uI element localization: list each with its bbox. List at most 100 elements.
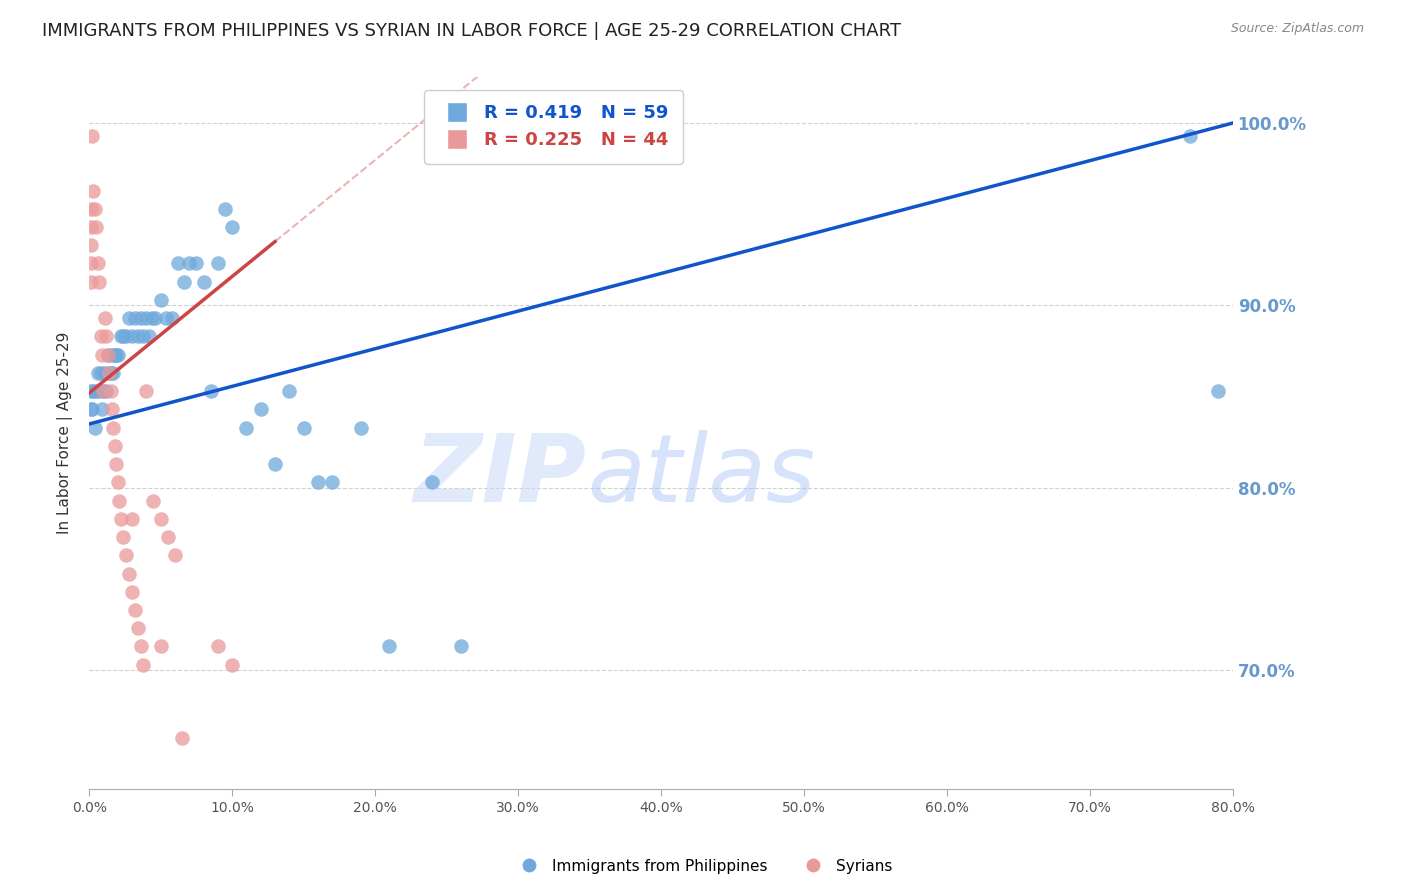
Point [141, 311, 163, 326]
Point [221, 219, 243, 234]
Point [264, 457, 287, 471]
Point [292, 420, 315, 434]
Point [80, 402, 103, 417]
Text: ZIP: ZIP [413, 430, 586, 522]
Point [82, 184, 104, 198]
Point [89, 275, 111, 289]
Point [79, 256, 101, 270]
Point [103, 366, 125, 380]
Point [87, 366, 110, 380]
Legend: R = 0.419   N = 59, R = 0.225   N = 44: R = 0.419 N = 59, R = 0.225 N = 44 [425, 90, 682, 164]
Point [84, 384, 107, 399]
Point [84, 219, 107, 234]
Point [90, 329, 112, 343]
Point [132, 657, 155, 672]
Point [108, 493, 131, 508]
Point [98, 366, 121, 380]
Point [87, 256, 110, 270]
Point [82, 384, 104, 399]
Point [94, 366, 117, 380]
Point [160, 311, 183, 326]
Point [307, 475, 329, 490]
Point [101, 348, 124, 362]
Point [115, 329, 138, 343]
Legend: Immigrants from Philippines, Syrians: Immigrants from Philippines, Syrians [508, 853, 898, 880]
Point [143, 311, 166, 326]
Point [121, 512, 143, 526]
Point [207, 640, 229, 654]
Point [118, 566, 141, 581]
Y-axis label: In Labor Force | Age 25-29: In Labor Force | Age 25-29 [58, 332, 73, 534]
Point [321, 475, 343, 490]
Point [450, 640, 472, 654]
Point [193, 275, 215, 289]
Point [100, 366, 122, 380]
Point [79, 238, 101, 252]
Point [110, 329, 132, 343]
Text: IMMIGRANTS FROM PHILIPPINES VS SYRIAN IN LABOR FORCE | AGE 25-29 CORRELATION CHA: IMMIGRANTS FROM PHILIPPINES VS SYRIAN IN… [42, 22, 901, 40]
Point [112, 530, 135, 544]
Text: Source: ZipAtlas.com: Source: ZipAtlas.com [1230, 22, 1364, 36]
Point [79, 384, 101, 399]
Point [90, 366, 112, 380]
Point [129, 640, 152, 654]
Point [121, 584, 143, 599]
Point [186, 256, 208, 270]
Point [105, 457, 128, 471]
Text: atlas: atlas [586, 430, 815, 521]
Point [156, 530, 179, 544]
Point [170, 731, 193, 745]
Point [112, 329, 135, 343]
Point [1178, 128, 1201, 143]
Point [127, 329, 149, 343]
Point [420, 475, 443, 490]
Point [235, 420, 257, 434]
Point [149, 512, 172, 526]
Point [98, 366, 121, 380]
Point [149, 293, 172, 307]
Point [135, 384, 157, 399]
Point [101, 402, 124, 417]
Point [200, 384, 222, 399]
Point [378, 640, 401, 654]
Point [94, 311, 117, 326]
Point [104, 439, 127, 453]
Point [83, 202, 105, 216]
Point [91, 402, 114, 417]
Point [207, 256, 229, 270]
Point [132, 329, 155, 343]
Point [89, 384, 111, 399]
Point [173, 275, 195, 289]
Point [97, 348, 120, 362]
Point [80, 128, 103, 143]
Point [96, 329, 118, 343]
Point [127, 621, 149, 635]
Point [79, 402, 101, 417]
Point [129, 311, 152, 326]
Point [79, 202, 101, 216]
Point [124, 311, 146, 326]
Point [110, 512, 132, 526]
Point [105, 348, 128, 362]
Point [100, 384, 122, 399]
Point [221, 657, 243, 672]
Point [249, 402, 271, 417]
Point [79, 219, 101, 234]
Point [166, 256, 188, 270]
Point [138, 329, 160, 343]
Point [103, 420, 125, 434]
Point [214, 202, 236, 216]
Point [278, 384, 301, 399]
Point [121, 329, 143, 343]
Point [179, 256, 201, 270]
Point [107, 348, 129, 362]
Point [155, 311, 177, 326]
Point [79, 275, 101, 289]
Point [107, 475, 129, 490]
Point [135, 311, 157, 326]
Point [1208, 384, 1230, 399]
Point [350, 420, 373, 434]
Point [97, 348, 120, 362]
Point [118, 311, 141, 326]
Point [93, 384, 115, 399]
